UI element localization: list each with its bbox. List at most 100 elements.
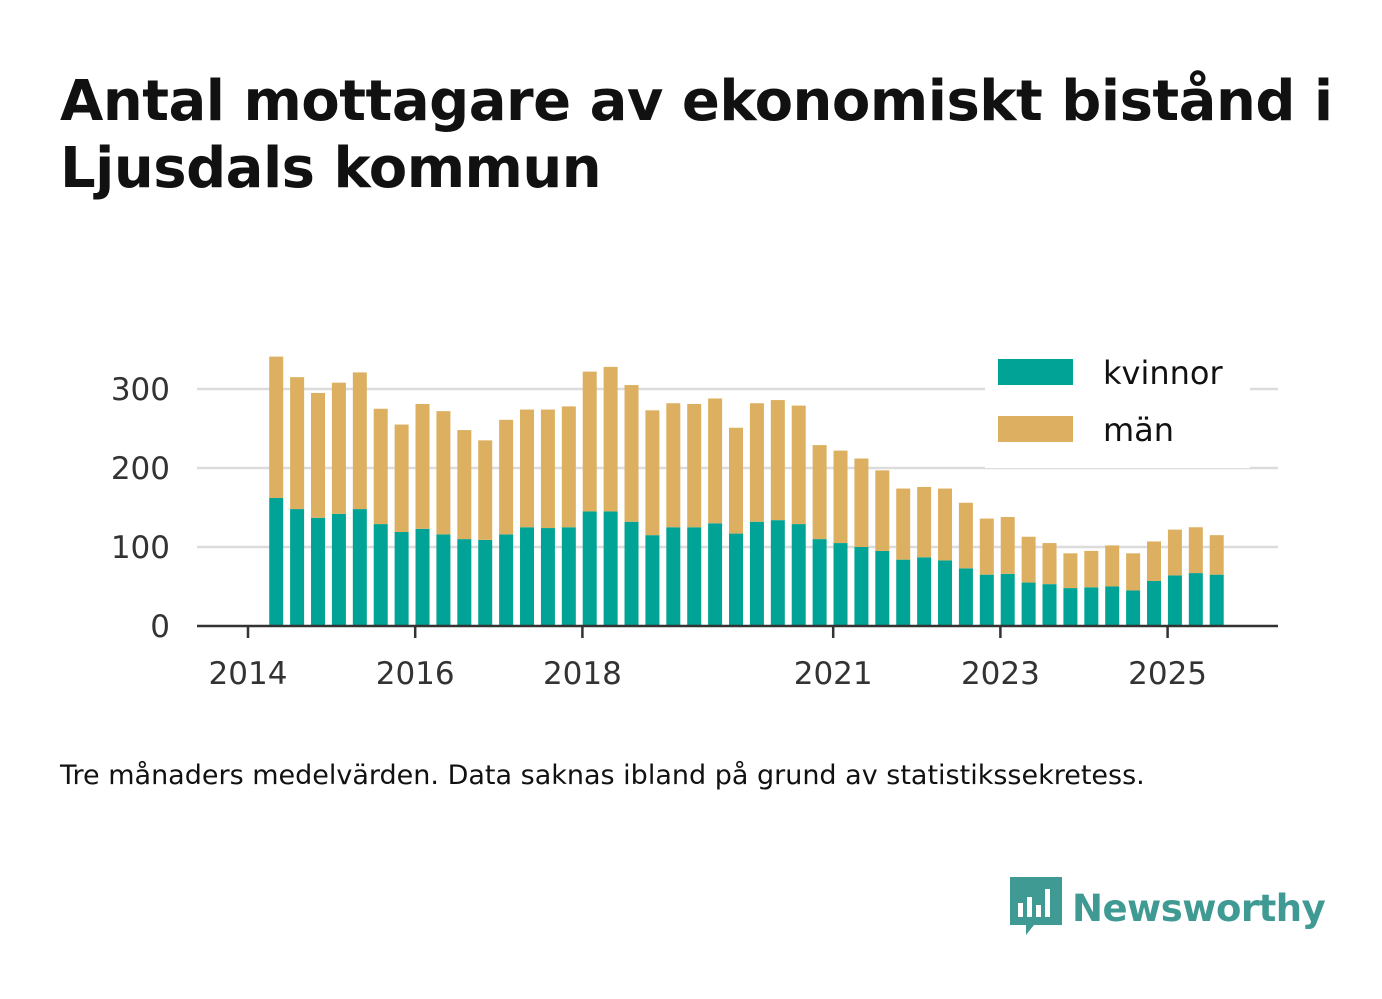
bar-kvinnor-4	[352, 509, 367, 626]
bar-kvinnor-13	[540, 528, 555, 626]
bar-män-23	[749, 403, 764, 522]
bar-män-24	[770, 400, 785, 521]
legend-swatch-män	[998, 416, 1073, 442]
bar-kvinnor-6	[394, 531, 409, 626]
bar-män-18	[645, 410, 660, 536]
bar-män-16	[603, 366, 618, 512]
x-tick-label: 2016	[376, 656, 455, 692]
bar-kvinnor-17	[624, 521, 639, 626]
bar-män-1	[290, 377, 305, 510]
chart-title: Antal mottagare av ekonomiskt bistånd i …	[60, 69, 1333, 201]
bar-kvinnor-42	[1147, 580, 1162, 626]
x-axis: 2014 2016 2018 2021 2023 2025	[197, 624, 1278, 692]
bar-kvinnor-43	[1167, 575, 1182, 626]
x-tick-label: 2025	[1128, 656, 1207, 692]
bar-män-42	[1147, 541, 1162, 581]
y-tick-label: 0	[150, 609, 170, 645]
bar-män-12	[520, 409, 535, 528]
bar-kvinnor-20	[687, 527, 702, 626]
legend: kvinnor män	[985, 346, 1250, 468]
bar-kvinnor-28	[854, 547, 869, 626]
bar-män-41	[1126, 553, 1141, 591]
bar-män-11	[499, 419, 514, 535]
bar-män-35	[1000, 516, 1015, 574]
bar-kvinnor-37	[1042, 584, 1057, 626]
bar-kvinnor-31	[917, 557, 932, 626]
brand-name: Newsworthy	[1072, 886, 1326, 930]
bar-kvinnor-11	[499, 534, 514, 626]
bar-män-5	[373, 408, 388, 525]
bar-kvinnor-32	[938, 560, 953, 626]
bar-män-25	[791, 405, 806, 525]
newsworthy-logo[interactable]: Newsworthy	[1010, 876, 1326, 940]
bar-kvinnor-40	[1105, 586, 1120, 626]
bar-män-44	[1188, 527, 1203, 574]
bar-män-21	[708, 398, 723, 524]
bar-kvinnor-29	[875, 550, 890, 626]
bar-män-29	[875, 470, 890, 551]
bar-kvinnor-33	[958, 568, 973, 626]
x-tick-label: 2021	[794, 656, 873, 692]
bar-kvinnor-34	[979, 574, 994, 626]
y-tick-label: 100	[111, 530, 170, 566]
bar-män-9	[457, 430, 472, 540]
y-tick-label: 300	[111, 372, 170, 408]
bar-kvinnor-2	[311, 517, 326, 626]
bar-män-20	[687, 404, 702, 528]
bar-män-6	[394, 424, 409, 532]
bar-kvinnor-18	[645, 535, 660, 626]
bar-män-27	[833, 450, 848, 544]
bar-män-22	[729, 427, 744, 534]
bar-kvinnor-14	[561, 527, 576, 626]
bar-män-2	[311, 392, 326, 518]
bar-män-15	[582, 371, 597, 512]
bar-kvinnor-36	[1021, 582, 1036, 626]
bar-män-43	[1167, 529, 1182, 576]
legend-label-kvinnor: kvinnor	[1103, 354, 1224, 392]
bar-män-19	[666, 403, 681, 528]
footnote: Tre månaders medelvärden. Data saknas ib…	[60, 760, 1145, 791]
bar-kvinnor-16	[603, 511, 618, 626]
bar-kvinnor-26	[812, 539, 827, 626]
bar-män-38	[1063, 553, 1078, 589]
bar-män-3	[331, 382, 346, 514]
bar-män-32	[938, 488, 953, 561]
bar-kvinnor-1	[290, 509, 305, 626]
bar-män-7	[415, 404, 430, 529]
bar-män-37	[1042, 543, 1057, 585]
bar-kvinnor-39	[1084, 587, 1099, 626]
y-tick-label: 200	[111, 451, 170, 487]
bar-män-34	[979, 518, 994, 575]
bar-män-14	[561, 406, 576, 528]
bar-män-45	[1209, 535, 1224, 575]
bar-kvinnor-35	[1000, 573, 1015, 626]
bar-kvinnor-5	[373, 524, 388, 626]
x-tick-label: 2014	[209, 656, 288, 692]
bar-män-40	[1105, 545, 1120, 587]
legend-label-män: män	[1103, 411, 1174, 449]
bar-kvinnor-7	[415, 528, 430, 626]
bar-män-28	[854, 458, 869, 547]
bar-kvinnor-10	[478, 539, 493, 626]
bar-kvinnor-44	[1188, 573, 1203, 626]
bar-män-4	[352, 372, 367, 510]
bar-män-8	[436, 411, 451, 535]
bar-män-0	[269, 356, 284, 499]
bar-män-33	[958, 502, 973, 569]
bar-kvinnor-25	[791, 524, 806, 626]
bar-kvinnor-41	[1126, 590, 1141, 626]
bar-kvinnor-9	[457, 539, 472, 626]
newsworthy-icon	[1010, 877, 1062, 935]
legend-swatch-kvinnor	[998, 359, 1073, 385]
bar-män-17	[624, 385, 639, 522]
x-tick-label: 2018	[543, 656, 622, 692]
bar-kvinnor-12	[520, 527, 535, 626]
y-axis: 0 100 200 300	[111, 372, 170, 645]
x-tick-label: 2023	[961, 656, 1040, 692]
bar-män-30	[896, 488, 911, 560]
bar-kvinnor-23	[749, 521, 764, 626]
bar-män-39	[1084, 550, 1099, 588]
bar-kvinnor-0	[269, 498, 284, 626]
bar-kvinnor-19	[666, 527, 681, 626]
